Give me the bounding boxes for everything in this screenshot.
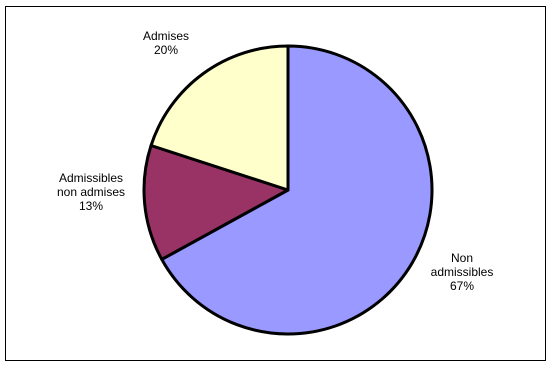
pie-slice-non-admissibles [160, 44, 434, 336]
chart-frame: Non admissibles 67% Admissibles non admises 1… [5, 6, 546, 361]
pie-chart: Non admissibles 67% Admissibles non admises 1… [57, 29, 494, 336]
pie-label-non-admissibles: Non admissibles 67% [431, 251, 494, 293]
pie-label-admises: Admises 20% [143, 29, 189, 57]
pie-slice-admissibles-non-admises [142, 144, 290, 261]
pie-slice-admises [149, 44, 290, 192]
pie-label-admissibles-non-admises: Admissibles non admises 13% [57, 171, 125, 213]
